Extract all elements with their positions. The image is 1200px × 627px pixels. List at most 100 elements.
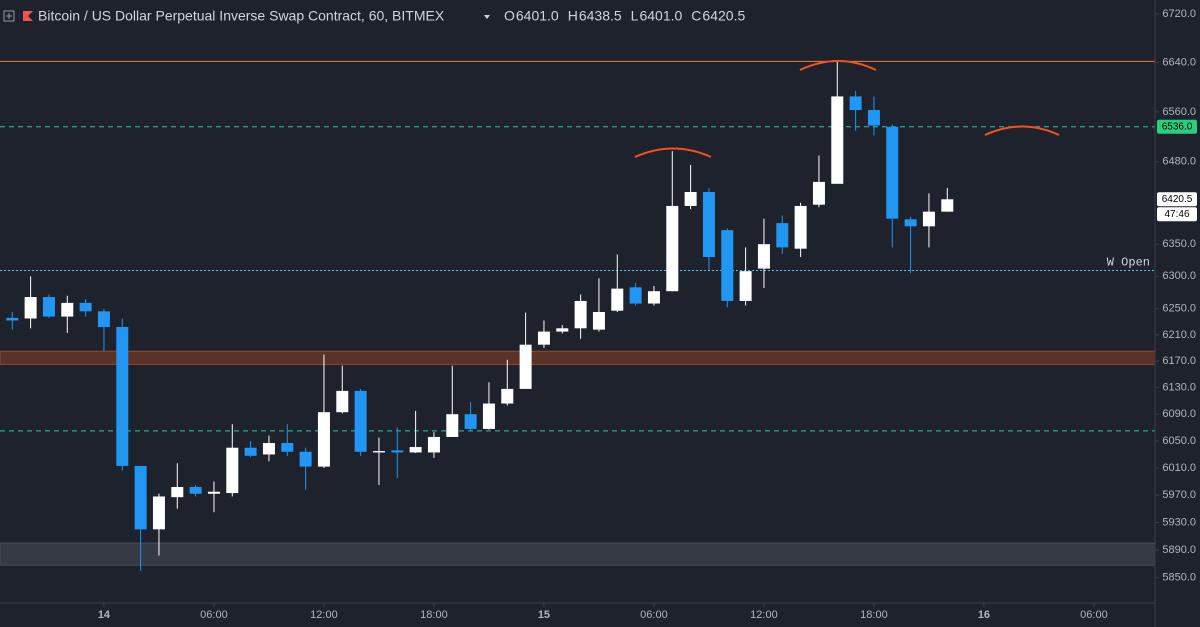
ohlc-value: 6438.5 xyxy=(579,8,622,24)
candle-body xyxy=(79,302,92,312)
candle-body xyxy=(226,447,239,494)
candle-body xyxy=(501,388,514,404)
top-arc xyxy=(634,147,712,158)
candle-body xyxy=(391,450,404,453)
symbol-title[interactable]: Bitcoin / US Dollar Perpetual Inverse Sw… xyxy=(38,8,445,24)
ohlc-value: 6401.0 xyxy=(516,8,559,24)
candle-body xyxy=(372,451,385,453)
x-tick-label: 06:00 xyxy=(640,609,668,621)
price-label: 6420.5 xyxy=(1162,194,1193,205)
candle-body xyxy=(152,496,165,530)
candle-body xyxy=(794,205,807,249)
y-tick-label: 6350.0 xyxy=(1162,238,1196,250)
y-tick-label: 5850.0 xyxy=(1162,572,1196,584)
top-arc xyxy=(799,60,877,71)
candle-body xyxy=(776,223,789,248)
price-label-box xyxy=(1157,119,1197,134)
candle-body xyxy=(97,311,110,327)
candle-body xyxy=(6,317,19,321)
ohlc-value: 6420.5 xyxy=(702,8,745,24)
candle-body xyxy=(24,297,37,319)
zone xyxy=(0,542,1156,566)
y-tick-label: 6720.0 xyxy=(1162,8,1196,20)
candle-body xyxy=(299,451,312,467)
candle-body xyxy=(116,326,129,466)
candle-body xyxy=(244,447,257,456)
price-label-box xyxy=(1157,192,1197,207)
ohlc-value: 6401.0 xyxy=(639,8,682,24)
candle-body xyxy=(519,344,532,389)
candle-body xyxy=(757,244,770,269)
candle-body xyxy=(867,110,880,126)
x-tick-label: 15 xyxy=(538,609,550,621)
y-tick-label: 6640.0 xyxy=(1162,57,1196,69)
ohlc-label: O xyxy=(504,8,515,24)
candle-body xyxy=(61,302,74,317)
x-tick-label: 06:00 xyxy=(1080,609,1108,621)
y-tick-label: 6010.0 xyxy=(1162,462,1196,474)
y-tick-label: 6050.0 xyxy=(1162,435,1196,447)
y-tick-label: 6210.0 xyxy=(1162,329,1196,341)
candle-body xyxy=(336,390,349,413)
y-tick-label: 6090.0 xyxy=(1162,408,1196,420)
ohlc-header: O 6401.0 H 6438.5 L 6401.0 C 6420.5 xyxy=(504,8,745,24)
candle-body xyxy=(537,331,550,345)
candle-body xyxy=(189,486,202,494)
x-tick-label: 12:00 xyxy=(310,609,338,621)
x-tick-label: 06:00 xyxy=(200,609,228,621)
x-tick-label: 16 xyxy=(978,609,990,621)
y-tick-label: 5890.0 xyxy=(1162,544,1196,556)
candle-body xyxy=(922,211,935,227)
candle-body xyxy=(482,403,495,429)
y-tick-label: 6250.0 xyxy=(1162,303,1196,315)
candle-body xyxy=(812,181,825,205)
candle-body xyxy=(666,205,679,292)
y-tick-label: 6130.0 xyxy=(1162,381,1196,393)
countdown: 47:46 xyxy=(1164,209,1189,220)
y-tick-label: 5930.0 xyxy=(1162,516,1196,528)
plot-area xyxy=(0,60,1156,571)
dropdown-caret[interactable] xyxy=(484,15,490,19)
y-tick-label: 6170.0 xyxy=(1162,355,1196,367)
candle-body xyxy=(171,486,184,498)
y-tick-label: 6480.0 xyxy=(1162,156,1196,168)
x-tick-label: 12:00 xyxy=(750,609,778,621)
candle-body xyxy=(739,271,752,301)
candle-body xyxy=(684,192,697,206)
candle-body xyxy=(886,126,899,219)
level-label: W Open xyxy=(1107,256,1150,270)
ohlc-label: L xyxy=(631,8,639,24)
top-arc xyxy=(984,125,1060,136)
candle-body xyxy=(556,328,569,332)
x-tick-label: 18:00 xyxy=(420,609,448,621)
expand-icon[interactable] xyxy=(3,10,15,22)
price-label: 6536.0 xyxy=(1162,121,1193,132)
y-tick-label: 6300.0 xyxy=(1162,270,1196,282)
candle-body xyxy=(354,390,367,452)
candle-body xyxy=(904,219,917,227)
candle-body xyxy=(592,311,605,330)
candle-body xyxy=(427,436,440,453)
candle-body xyxy=(409,447,422,453)
candle-body xyxy=(831,96,844,184)
ohlc-label: H xyxy=(568,8,578,24)
y-tick-label: 5970.0 xyxy=(1162,489,1196,501)
candle-body xyxy=(574,300,587,329)
candle-body xyxy=(281,443,294,452)
candle-body xyxy=(134,465,147,530)
candle-body xyxy=(446,414,459,437)
candle-body xyxy=(647,291,660,304)
candle-body xyxy=(702,192,715,258)
candle-body xyxy=(941,199,954,212)
candle-body xyxy=(464,414,477,429)
x-tick-label: 18:00 xyxy=(860,609,888,621)
candle-body xyxy=(721,230,734,301)
ohlc-label: C xyxy=(691,8,701,24)
symbol-flag xyxy=(23,11,33,21)
candle-body xyxy=(611,288,624,311)
y-tick-label: 6560.0 xyxy=(1162,106,1196,118)
candle-body xyxy=(262,443,275,455)
candle-body xyxy=(849,96,862,111)
candle-body xyxy=(629,287,642,304)
